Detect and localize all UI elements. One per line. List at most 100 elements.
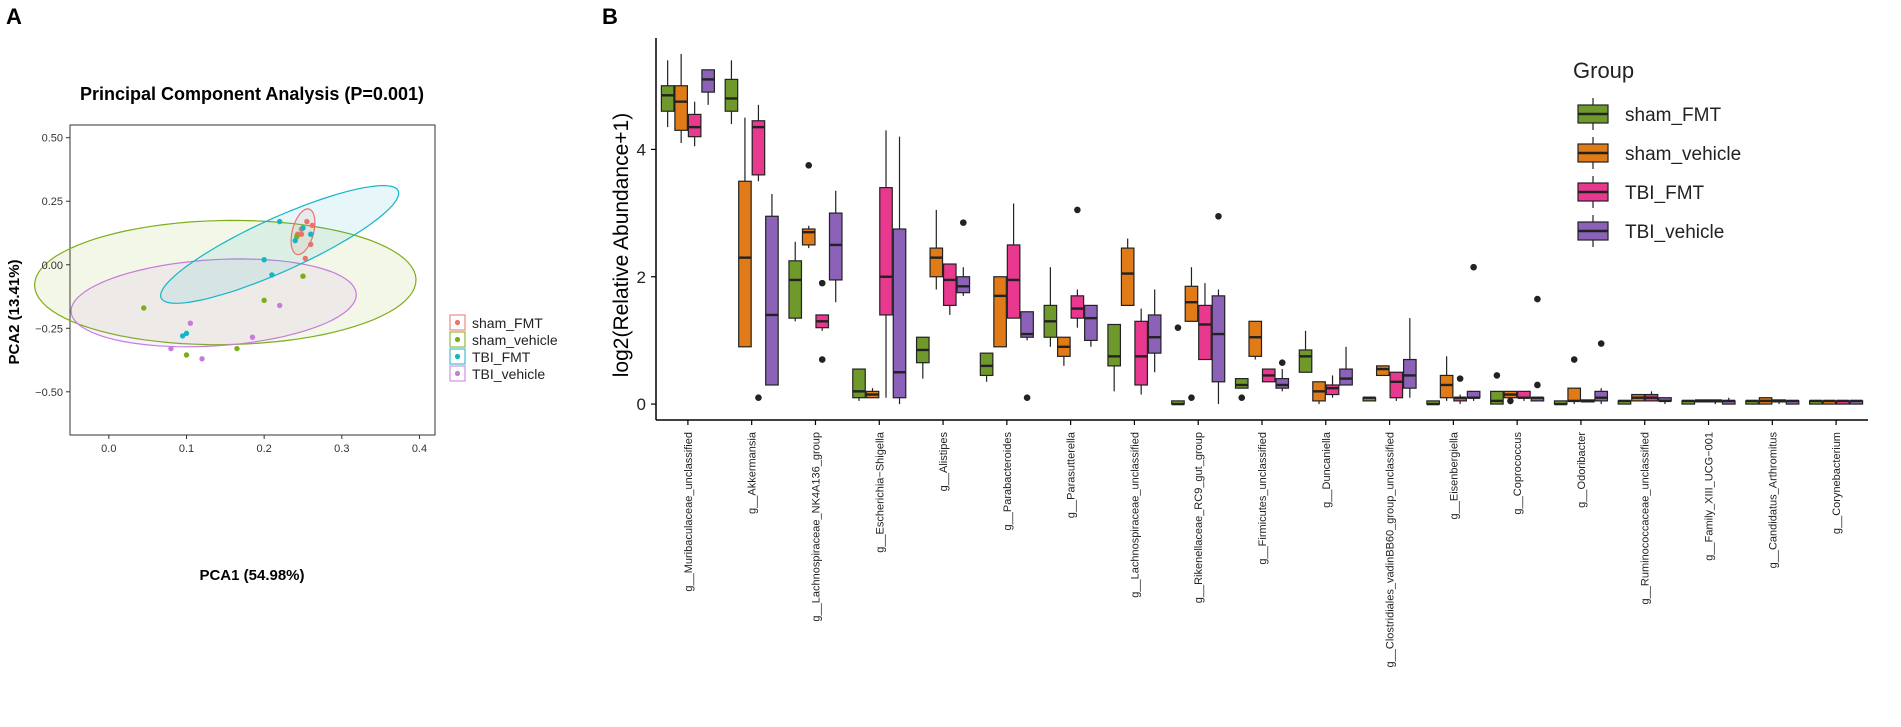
box-body <box>1275 378 1290 389</box>
boxplot-y-axis-title: log2(Relative Abundance+1) <box>610 113 633 377</box>
box-g-clostridiales-vadinbb60-group-unclassified-tbi-vehicle <box>1402 318 1417 398</box>
boxplot-legend-key-sham-fmt <box>1577 98 1609 130</box>
box-body <box>1107 323 1122 367</box>
box-body <box>993 276 1007 348</box>
boxplot-y-tick-label: 2 <box>637 268 646 287</box>
box-g-coprococcus-sham-vehicle <box>1503 390 1518 405</box>
category-label-g-parasutterella: g__Parasutterella <box>1066 431 1078 518</box>
box-g-firmicutes-unclassified-tbi-vehicle <box>1275 359 1290 392</box>
panel-b-label: B <box>602 4 618 29</box>
box-body <box>1006 244 1021 319</box>
box-g-lachnospiraceae-unclassified-sham-vehicle <box>1120 238 1135 307</box>
box-body <box>1084 304 1098 342</box>
pca-point-sham-fmt <box>304 218 310 225</box>
pca-point-tbi-fmt <box>292 237 298 244</box>
box-g-corynebacterium-tbi-vehicle <box>1849 399 1864 405</box>
box-body <box>892 228 907 399</box>
category-label-g-rikenellaceae-rc9-gut-group: g__Rikenellaceae_RC9_gut_group <box>1193 432 1205 603</box>
category-label-g-firmicutes-unclassified: g__Firmicutes_unclassified <box>1257 432 1269 565</box>
box-g-ruminococcaceae-unclassified-tbi-fmt <box>1644 391 1659 402</box>
boxplot: 0 2 4 g__Muribaculaceae_unclassified g__Akk… <box>637 38 1868 667</box>
pca-point-sham-vehicle <box>183 352 190 358</box>
boxplot-y-axis-ticks: 0 2 4 <box>637 140 656 414</box>
boxplot-legend-key-tbi-vehicle <box>1577 215 1609 247</box>
boxplot-legend: Group sham_FMT sham_vehicle TBI_FMT TBI_… <box>1573 58 1741 247</box>
category-label-g-odoribacter: g__Odoribacter <box>1576 432 1588 508</box>
box-body <box>1298 349 1313 373</box>
box-body <box>956 276 971 294</box>
box-outlier <box>1507 397 1514 405</box>
boxplot-legend-label-sham-vehicle: sham_vehicle <box>1625 144 1741 165</box>
boxplot-legend-label-tbi-vehicle: TBI_vehicle <box>1625 222 1724 243</box>
box-body <box>1211 295 1226 383</box>
box-body <box>1389 371 1404 399</box>
box-body <box>687 113 702 138</box>
pca-point-tbi-fmt <box>308 231 314 237</box>
box-g-duncaniella-tbi-vehicle <box>1339 346 1353 386</box>
pca-plot: 0.0 0.1 0.2 0.3 0.4 0.50 0.25 0.00 −0.25 −0.50 <box>33 124 436 455</box>
category-label-g-escherichia-shigella: g__Escherichia−Shigella <box>874 431 886 553</box>
box-g-ruminococcaceae-unclassified-tbi-vehicle <box>1658 397 1672 405</box>
pca-point-tbi-vehicle <box>168 345 174 352</box>
pca-point-sham-fmt <box>308 241 314 248</box>
box-body <box>1020 311 1034 338</box>
box-g-muribaculaceae-unclassified-sham-vehicle <box>674 53 688 144</box>
box-g-family-xiii-ucg-001-sham-fmt <box>1681 399 1696 405</box>
pca-y-tick-label: −0.50 <box>35 387 63 399</box>
box-g-candidatus-arthromitus-sham-vehicle <box>1758 397 1773 405</box>
box-g-alistipes-sham-vehicle <box>929 209 944 290</box>
box-g-parasutterella-sham-vehicle <box>1057 336 1071 366</box>
box-body <box>1325 384 1340 396</box>
boxplot-legend-label-tbi-fmt: TBI_FMT <box>1625 183 1705 204</box>
box-body <box>1567 387 1582 402</box>
category-label-g-akkermansia: g__Akkermansia <box>747 431 759 514</box>
category-label-g-clostridiales-vadinbb60-group-unclassified: g__Clostridiales_vadinBB60_group_unclass… <box>1385 432 1397 667</box>
pca-legend-label-sham-vehicle: sham_vehicle <box>472 332 558 348</box>
box-g-firmicutes-unclassified-tbi-fmt <box>1261 368 1276 383</box>
boxplot-legend-keys <box>1577 98 1609 247</box>
box-body <box>879 187 893 316</box>
box-g-lachnospiraceae-unclassified-tbi-vehicle <box>1147 289 1162 373</box>
box-body <box>1594 390 1609 402</box>
boxplot-y-tick-label: 0 <box>637 395 646 414</box>
pca-x-tick-label: 0.0 <box>101 443 116 455</box>
box-g-eisenbergiella-sham-vehicle <box>1439 356 1454 401</box>
box-outlier <box>1570 356 1578 363</box>
box-g-duncaniella-sham-fmt <box>1298 330 1313 373</box>
box-g-parasutterella-tbi-vehicle <box>1084 304 1098 347</box>
box-outlier <box>1534 381 1541 389</box>
box-g-akkermansia-sham-fmt <box>724 60 739 124</box>
box-g-corynebacterium-tbi-fmt <box>1836 399 1850 405</box>
category-label-g-lachnospiraceae-unclassified: g__Lachnospiraceae_unclassified <box>1129 432 1141 598</box>
pca-y-axis-ticks: 0.50 0.25 0.00 −0.25 −0.50 <box>35 133 70 399</box>
box-body <box>1198 304 1212 361</box>
box-g-parabacteroides-sham-vehicle <box>993 276 1007 348</box>
box-outlier <box>1074 206 1081 214</box>
pca-ellipse-tbi-vehicle <box>70 258 357 348</box>
box-body <box>1120 247 1135 307</box>
pca-point-tbi-fmt <box>300 225 306 231</box>
box-g-parabacteroides-tbi-fmt <box>1006 203 1021 319</box>
pca-legend-label-tbi-fmt: TBI_FMT <box>472 349 531 365</box>
box-body <box>1070 295 1085 319</box>
pca-legend-item-sham-vehicle: sham_vehicle <box>449 331 558 348</box>
pca-x-tick-label: 0.2 <box>257 443 272 455</box>
pca-y-tick-label: 0.00 <box>42 260 63 272</box>
category-label-g-parabacteroides: g__Parabacteroides <box>1002 432 1014 531</box>
box-outlier <box>1493 372 1501 379</box>
box-g-parabacteroides-sham-fmt <box>979 352 994 382</box>
category-label-g-coprococcus: g__Coprococcus <box>1512 432 1524 515</box>
box-body <box>979 352 994 377</box>
box-outlier <box>805 162 813 169</box>
box-g-family-xiii-ucg-001-tbi-vehicle <box>1721 397 1736 405</box>
box-g-lachnospiraceae-nk4a136-group-sham-fmt <box>788 241 803 322</box>
pca-point-sham-fmt <box>298 231 305 237</box>
box-outlier <box>1023 394 1031 402</box>
category-label-g-muribaculaceae-unclassified: g__Muribaculaceae_unclassified <box>683 432 695 592</box>
box-g-firmicutes-unclassified-sham-vehicle <box>1248 320 1263 360</box>
boxplot-boxes <box>660 53 1864 406</box>
box-g-escherichia-shigella-tbi-vehicle <box>892 136 907 405</box>
box-body <box>1439 374 1454 399</box>
category-label-g-ruminococcaceae-unclassified: g__Ruminococcaceae_unclassified <box>1640 432 1652 604</box>
pca-legend-item-tbi-vehicle: TBI_vehicle <box>449 365 545 382</box>
